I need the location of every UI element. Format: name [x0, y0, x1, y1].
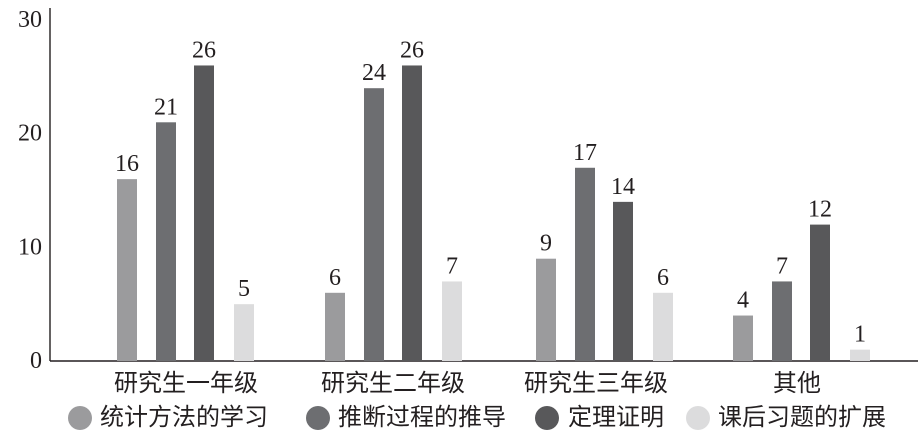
legend: 统计方法的学习 推断过程的推导 定理证明 课后习题的扩展	[68, 404, 886, 431]
legend-label-4: 课后习题的扩展	[718, 404, 886, 431]
x-tick-label-4: 其他	[773, 370, 821, 397]
bar-series-2-category-2	[364, 88, 384, 361]
bar-series-2-category-3	[575, 167, 595, 361]
bar-series-1-category-4	[733, 315, 753, 361]
bar-series-1-category-2	[325, 292, 345, 361]
legend-label-2: 推断过程的推导	[338, 404, 506, 431]
value-label-series-4-category-1: 5	[238, 276, 250, 302]
bars	[117, 65, 870, 361]
bar-series-4-category-3	[653, 292, 673, 361]
bar-series-3-category-1	[194, 65, 214, 361]
bar-series-1-category-3	[536, 258, 556, 361]
x-tick-label-1: 研究生一年级	[114, 370, 258, 397]
y-tick-label-10: 10	[18, 234, 42, 260]
y-tick-label-30: 30	[18, 7, 42, 33]
value-label-series-1-category-4: 4	[737, 288, 749, 314]
bar-series-2-category-1	[156, 122, 176, 361]
y-tick-label-20: 20	[18, 121, 42, 147]
value-label-series-1-category-3: 9	[540, 231, 552, 257]
bar-series-3-category-4	[810, 224, 830, 361]
x-axis-labels: 研究生一年级 研究生二年级 研究生三年级 其他	[114, 370, 821, 397]
legend-swatch-1	[68, 406, 92, 430]
value-label-series-1-category-2: 6	[329, 265, 341, 291]
bar-series-3-category-2	[402, 65, 422, 361]
bar-series-4-category-2	[442, 281, 462, 361]
legend-swatch-4	[686, 406, 710, 430]
bar-series-1-category-1	[117, 179, 137, 361]
value-label-series-3-category-1: 26	[192, 37, 216, 63]
legend-label-3: 定理证明	[568, 404, 664, 431]
value-label-series-1-category-1: 16	[115, 151, 139, 177]
x-tick-label-2: 研究生二年级	[321, 370, 465, 397]
bar-series-4-category-1	[234, 304, 254, 361]
legend-swatch-3	[535, 406, 559, 430]
value-labels: 16 6 9 4 21 24 17 7 26 26 14 12 5 7 6 1	[115, 37, 866, 347]
y-tick-label-0: 0	[30, 348, 42, 374]
y-axis-labels: 0 10 20 30	[18, 7, 42, 374]
value-label-series-4-category-3: 6	[657, 265, 669, 291]
value-label-series-2-category-4: 7	[776, 253, 788, 279]
value-label-series-2-category-3: 17	[573, 140, 597, 166]
value-label-series-4-category-4: 1	[854, 322, 866, 348]
x-tick-label-3: 研究生三年级	[524, 370, 668, 397]
legend-swatch-2	[306, 406, 330, 430]
bar-series-2-category-4	[772, 281, 792, 361]
value-label-series-2-category-2: 24	[362, 60, 386, 86]
bar-series-4-category-4	[850, 349, 870, 361]
value-label-series-3-category-3: 14	[611, 174, 635, 200]
value-label-series-4-category-2: 7	[446, 253, 458, 279]
value-label-series-2-category-1: 21	[154, 94, 178, 120]
legend-label-1: 统计方法的学习	[100, 404, 268, 431]
value-label-series-3-category-4: 12	[808, 197, 832, 223]
value-label-series-3-category-2: 26	[400, 37, 424, 63]
bar-series-3-category-3	[613, 201, 633, 361]
